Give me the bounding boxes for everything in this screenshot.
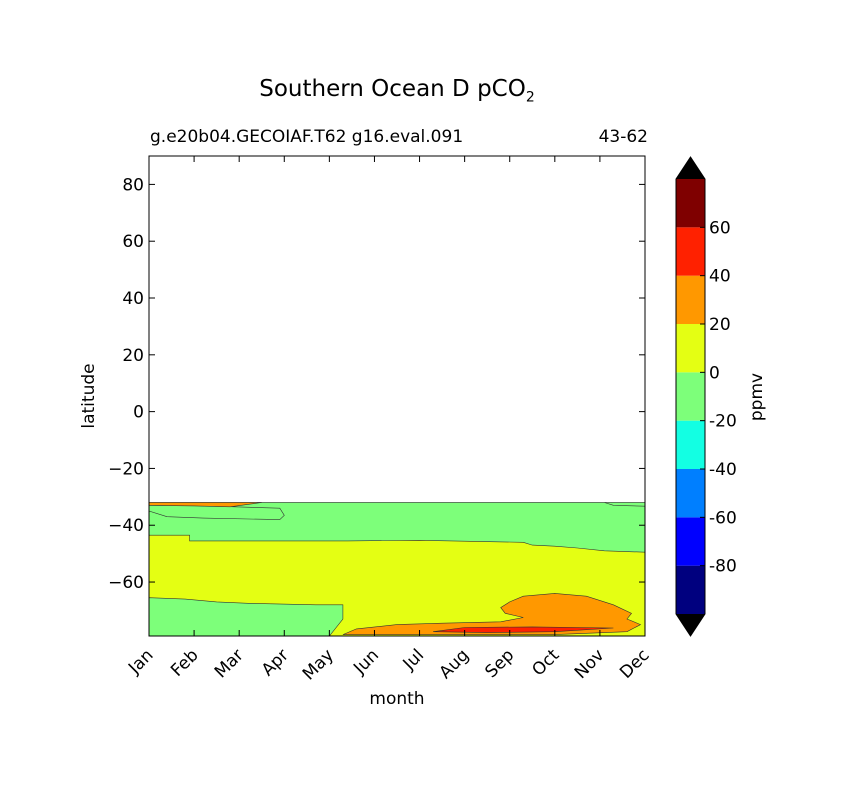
colorbar-swatch xyxy=(676,517,705,566)
y-tick-label: −40 xyxy=(108,516,144,536)
x-tick-label: Jul xyxy=(399,645,428,674)
colorbar-tick-label: -20 xyxy=(709,412,737,432)
chart-title: Southern Ocean D pCO2 xyxy=(148,76,646,106)
contour-region-4 xyxy=(342,593,642,635)
colorbar-tick-label: 20 xyxy=(709,315,731,335)
colorbar-extend-low xyxy=(676,614,705,636)
colorbar-swatch xyxy=(676,275,705,324)
x-tick-label: Apr xyxy=(258,645,293,680)
x-tick-label: Mar xyxy=(211,645,248,682)
colorbar-tick-label: -80 xyxy=(709,557,737,577)
contour-region-1 xyxy=(148,502,646,553)
colorbar-tick-label: 40 xyxy=(709,267,731,287)
x-tick-label: Sep xyxy=(481,645,518,682)
colorbar-swatch xyxy=(676,565,705,614)
x-tick-label: Nov xyxy=(571,645,609,683)
chart-title-subscript: 2 xyxy=(525,89,535,106)
y-tick-label: 0 xyxy=(133,403,144,423)
colorbar-swatch xyxy=(676,179,705,228)
contour-regions xyxy=(148,502,646,637)
x-axis-label: month xyxy=(369,689,424,709)
y-axis: 80 60 40 20 0 −20 −40 −60 xyxy=(108,175,645,593)
colorbar-swatch xyxy=(676,420,705,469)
x-tick-label: Feb xyxy=(167,645,202,680)
colorbar-tick-label: -40 xyxy=(709,460,737,480)
colorbar-label: ppmv xyxy=(747,373,767,421)
y-axis-label: latitude xyxy=(79,363,99,428)
colorbar-swatch xyxy=(676,324,705,373)
colorbar-tick-label: 60 xyxy=(709,218,731,238)
colorbar-swatch xyxy=(676,372,705,421)
x-tick-label: Jun xyxy=(349,645,383,679)
colorbar: 60 40 20 0 -20 -40 -60 -80 xyxy=(675,156,737,637)
y-tick-label: −20 xyxy=(108,459,144,479)
y-tick-label: 80 xyxy=(122,175,144,195)
y-tick-label: 60 xyxy=(122,232,144,252)
colorbar-extend-high xyxy=(676,157,705,179)
colorbar-tick-label: 0 xyxy=(709,363,720,383)
chart-title-text: Southern Ocean D pCO xyxy=(259,76,526,102)
y-tick-label: −60 xyxy=(108,573,144,593)
x-tick-label: Oct xyxy=(528,645,563,680)
y-tick-label: 40 xyxy=(122,289,144,309)
y-tick-label: 20 xyxy=(122,346,144,366)
plot-frame xyxy=(148,155,646,637)
colorbar-swatch xyxy=(676,469,705,518)
chart-subtitle-left: g.e20b04.GECOIAF.T62 g16.eval.091 xyxy=(150,127,464,147)
chart-subtitle-right: 43-62 xyxy=(598,127,648,147)
x-tick-label: Aug xyxy=(436,645,474,683)
colorbar-tick-label: -60 xyxy=(709,508,737,528)
colorbar-swatch xyxy=(676,227,705,276)
colorbar-outline xyxy=(675,156,706,637)
contour-region-5 xyxy=(433,626,614,633)
x-tick-label: Dec xyxy=(616,645,653,682)
x-tick-label: May xyxy=(299,645,338,684)
x-tick-label: Jan xyxy=(124,645,157,678)
